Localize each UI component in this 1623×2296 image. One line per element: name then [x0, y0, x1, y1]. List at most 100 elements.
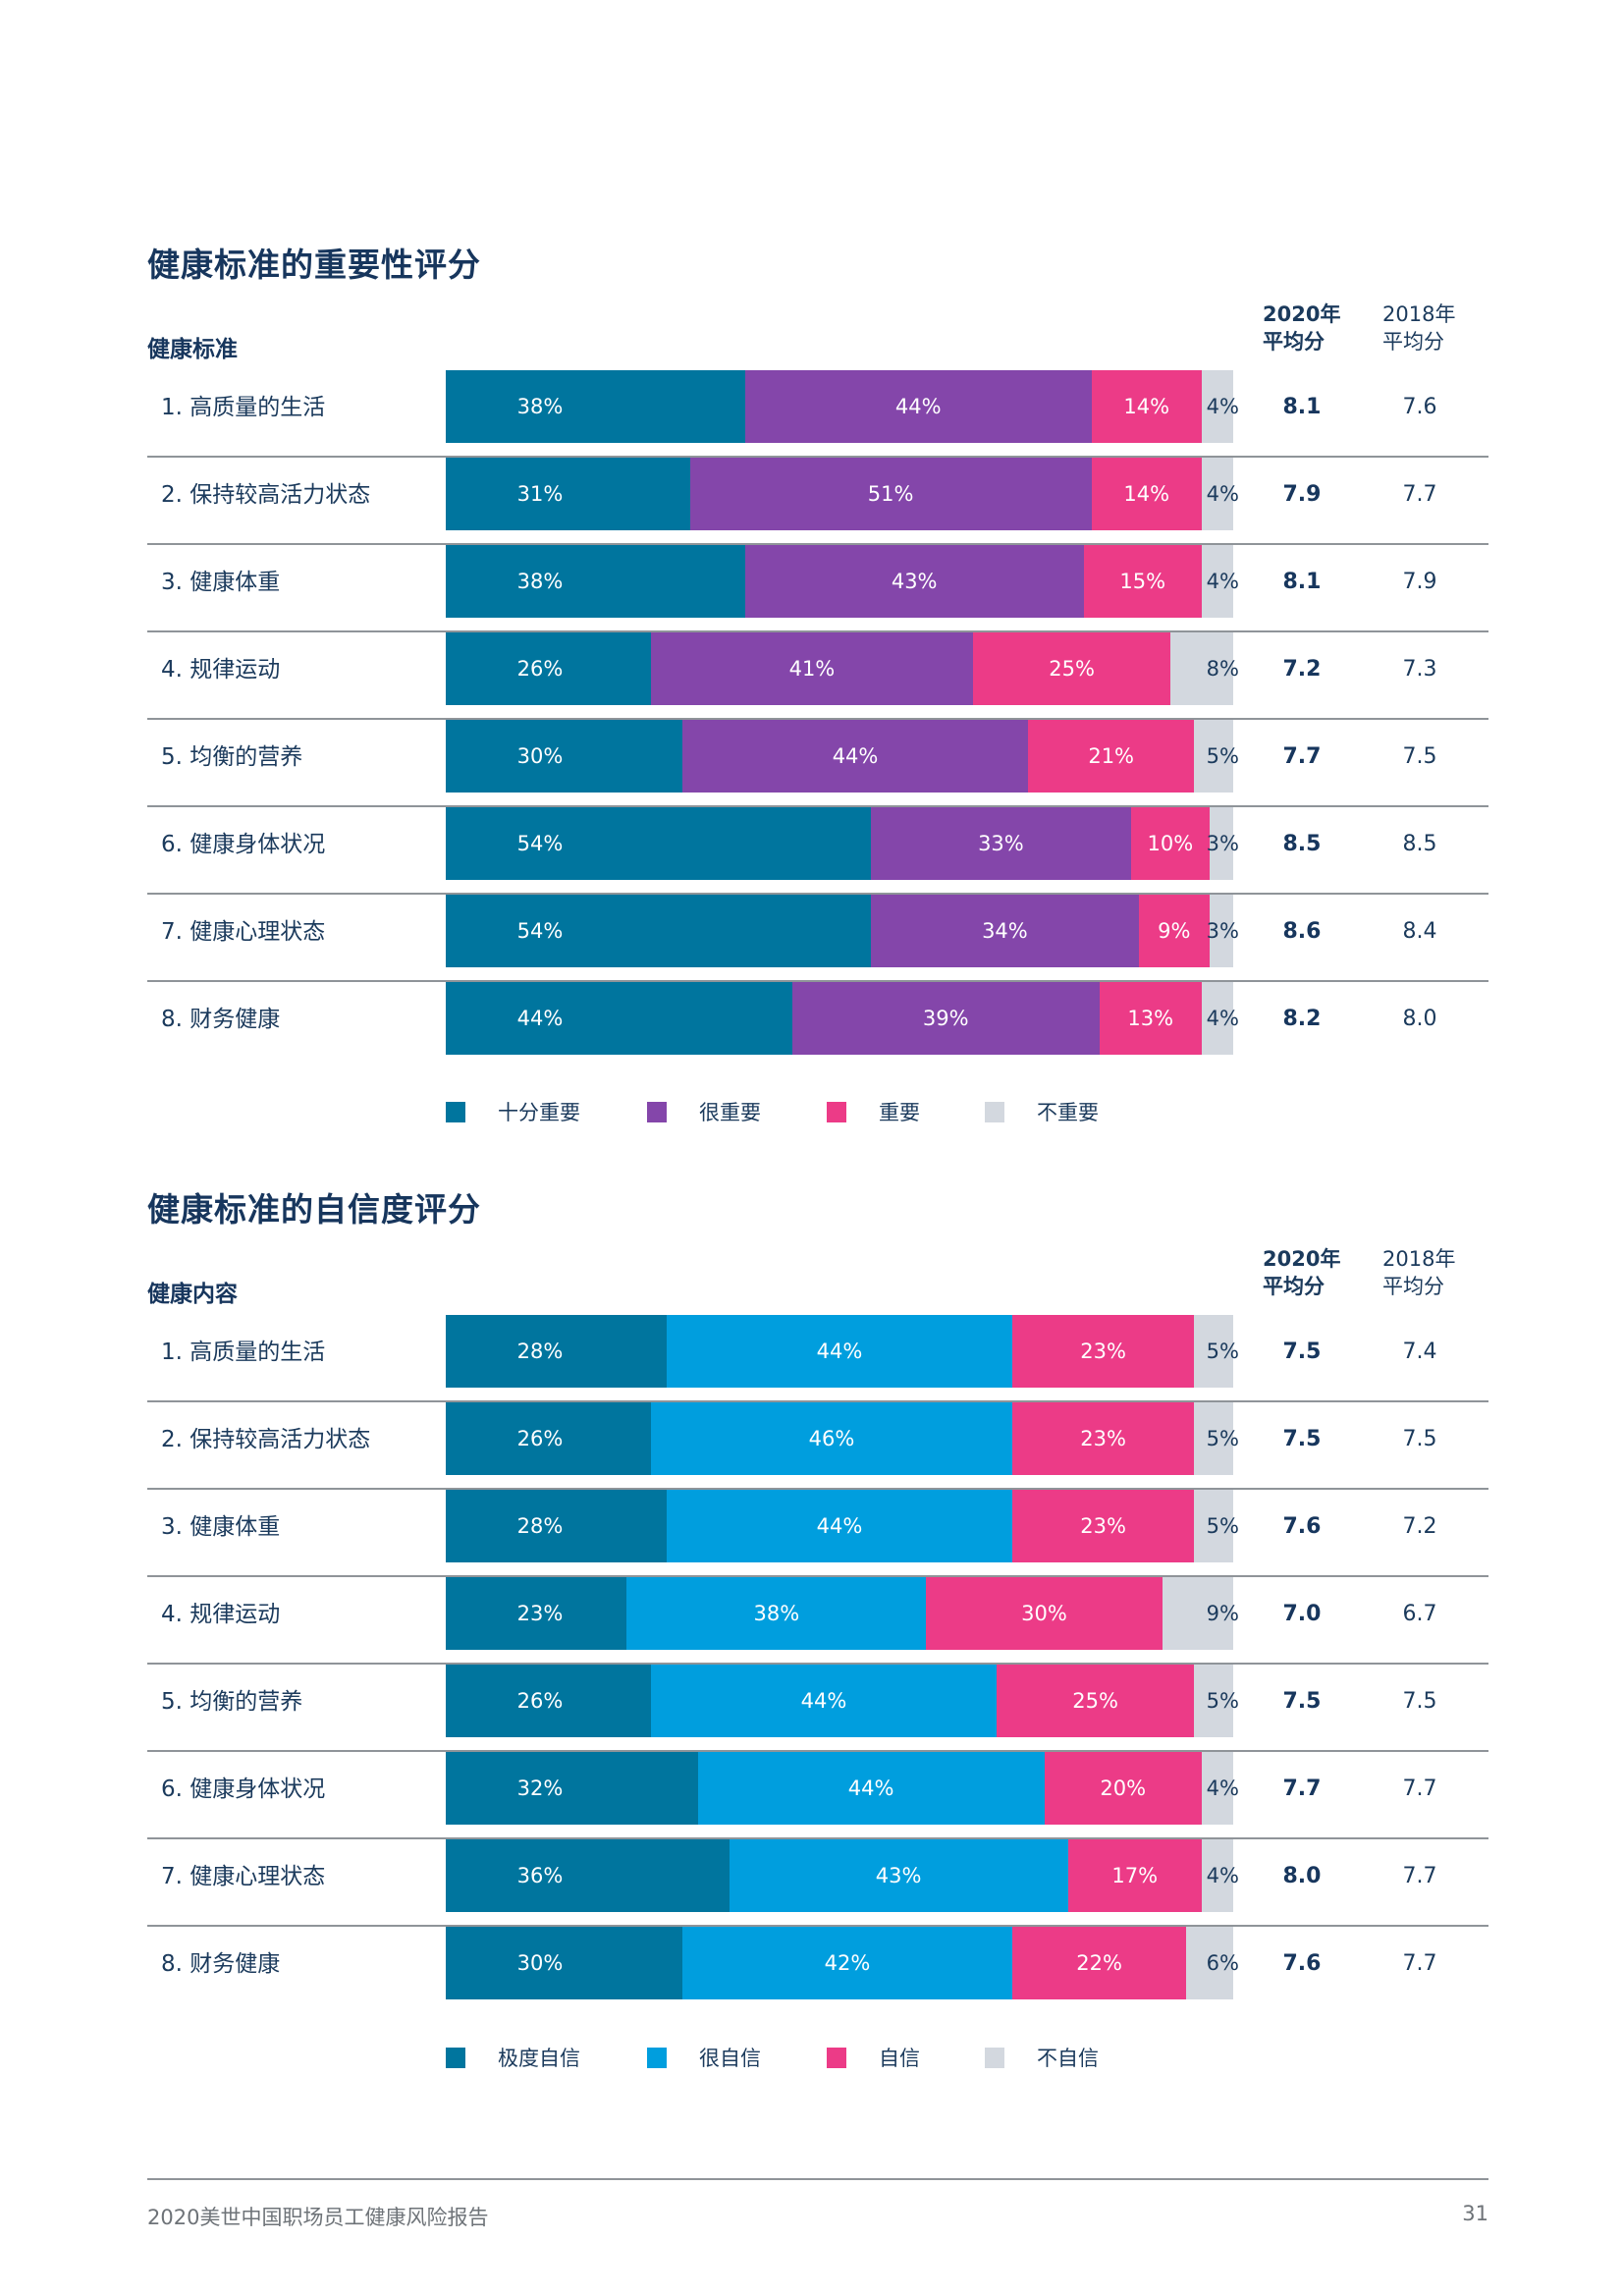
bar-segment: 6%: [1185, 1927, 1239, 1999]
segment-value-label: 42%: [824, 1951, 871, 1975]
table-row: 7. 健康心理状态 36% 43% 17% 4% 8.0 7.7: [147, 1839, 1488, 1927]
segment-value-label: 13%: [1127, 1007, 1174, 1030]
segment-value-label: 54%: [516, 919, 564, 943]
segment-value-label: 21%: [1088, 744, 1135, 768]
bar-segment: 34%: [871, 895, 1139, 967]
legend-item: 不自信: [985, 2043, 1099, 2072]
score-2018: 7.9: [1402, 570, 1437, 594]
bar-segment: 9%: [1162, 1577, 1239, 1650]
segment-value-label: 23%: [1080, 1427, 1126, 1450]
segment-value-label: 26%: [516, 657, 564, 681]
bar-segment: 9%: [1138, 895, 1210, 967]
stacked-bar: 26% 46% 23% 5%: [446, 1402, 1239, 1475]
row-label: 4. 规律运动: [161, 1602, 281, 1627]
segment-value-label: 28%: [516, 1339, 564, 1363]
segment-value-label: 44%: [847, 1777, 894, 1800]
bar-segment: 44%: [446, 982, 792, 1055]
bar-segment: 31%: [446, 458, 690, 530]
bar-segment: 30%: [446, 1927, 682, 1999]
bar-segment: 33%: [871, 807, 1131, 880]
score-2020: 8.2: [1282, 1007, 1322, 1031]
segment-value-label: 34%: [982, 919, 1028, 943]
segment-value-label: 44%: [816, 1514, 863, 1538]
score-2018: 7.5: [1402, 1689, 1437, 1714]
segment-value-label: 17%: [1111, 1864, 1159, 1887]
chart-1-col-2018-header: 2018年 平均分: [1382, 302, 1456, 354]
stacked-bar: 38% 44% 14% 4%: [446, 370, 1239, 443]
segment-value-label: 6%: [1206, 1951, 1239, 1975]
chart-2-rows: 1. 高质量的生活 28% 44% 23% 5% 7.5 7.4 2. 保持较高活力状态 26%…: [147, 1315, 1488, 2014]
score-2018: 7.7: [1402, 482, 1437, 507]
row-label: 3. 健康体重: [161, 570, 281, 595]
segment-value-label: 14%: [1123, 395, 1170, 418]
table-row: 3. 健康体重 28% 44% 23% 5% 7.6 7.2: [147, 1490, 1488, 1577]
bar-segment: 4%: [1201, 370, 1239, 443]
score-2018: 7.2: [1402, 1514, 1437, 1539]
segment-value-label: 5%: [1206, 744, 1239, 768]
segment-value-label: 44%: [832, 744, 879, 768]
segment-value-label: 28%: [516, 1514, 564, 1538]
bar-segment: 14%: [1091, 458, 1202, 530]
row-label: 2. 保持较高活力状态: [161, 482, 371, 508]
chart-2-col-2020-header: 2020年 平均分: [1263, 1247, 1341, 1298]
legend-label: 不自信: [1037, 2047, 1099, 2070]
segment-value-label: 4%: [1206, 395, 1239, 418]
table-row: 6. 健康身体状况 54% 33% 10% 3% 8.5 8.5: [147, 807, 1488, 895]
segment-value-label: 44%: [894, 395, 942, 418]
stacked-bar: 23% 38% 30% 9%: [446, 1577, 1239, 1650]
legend-swatch-icon: [985, 2047, 1004, 2068]
bar-segment: 25%: [997, 1665, 1194, 1737]
row-label: 3. 健康体重: [161, 1514, 281, 1540]
score-2018: 8.4: [1402, 919, 1437, 944]
bar-segment: 51%: [689, 458, 1092, 530]
segment-value-label: 39%: [922, 1007, 969, 1030]
segment-value-label: 54%: [516, 832, 564, 855]
bar-segment: 23%: [446, 1577, 627, 1650]
row-label: 8. 财务健康: [161, 1007, 281, 1032]
table-row: 1. 高质量的生活 38% 44% 14% 4% 8.1 7.6: [147, 370, 1488, 458]
legend-item: 很重要: [647, 1097, 761, 1126]
chart-1-title: 健康标准的重要性评分: [147, 246, 481, 284]
stacked-bar: 30% 44% 21% 5%: [446, 720, 1239, 793]
row-label: 8. 财务健康: [161, 1951, 281, 1977]
score-2018: 7.5: [1402, 744, 1437, 769]
segment-value-label: 38%: [516, 395, 564, 418]
bar-segment: 28%: [446, 1490, 667, 1562]
bar-segment: 13%: [1099, 982, 1202, 1055]
table-row: 5. 均衡的营养 30% 44% 21% 5% 7.7 7.5: [147, 720, 1488, 807]
legend-item: 极度自信: [446, 2043, 580, 2072]
chart-2-title: 健康标准的自信度评分: [147, 1190, 481, 1229]
segment-value-label: 5%: [1206, 1339, 1239, 1363]
score-2020: 7.7: [1282, 1777, 1322, 1801]
segment-value-label: 4%: [1206, 1007, 1239, 1030]
row-label: 5. 均衡的营养: [161, 744, 303, 770]
table-row: 3. 健康体重 38% 43% 15% 4% 8.1 7.9: [147, 545, 1488, 632]
bar-segment: 4%: [1201, 1752, 1239, 1825]
score-2020: 7.6: [1282, 1514, 1322, 1539]
bar-segment: 54%: [446, 895, 872, 967]
score-2018: 7.6: [1402, 395, 1437, 419]
bar-segment: 32%: [446, 1752, 698, 1825]
bar-segment: 38%: [446, 370, 745, 443]
stacked-bar: 44% 39% 13% 4%: [446, 982, 1239, 1055]
score-2018: 7.7: [1402, 1777, 1437, 1801]
segment-value-label: 30%: [516, 1951, 564, 1975]
row-label: 1. 高质量的生活: [161, 1339, 326, 1365]
bar-segment: 5%: [1193, 1665, 1239, 1737]
segment-value-label: 9%: [1206, 1602, 1239, 1625]
legend-label: 十分重要: [498, 1101, 580, 1124]
segment-value-label: 5%: [1206, 1427, 1239, 1450]
segment-value-label: 38%: [516, 570, 564, 593]
bar-segment: 44%: [697, 1752, 1045, 1825]
segment-value-label: 44%: [800, 1689, 847, 1713]
bar-segment: 44%: [744, 370, 1092, 443]
segment-value-label: 25%: [1072, 1689, 1118, 1713]
bar-segment: 43%: [729, 1839, 1068, 1912]
stacked-bar: 26% 41% 25% 8%: [446, 632, 1239, 705]
segment-value-label: 23%: [1080, 1514, 1126, 1538]
segment-value-label: 23%: [516, 1602, 564, 1625]
row-label: 4. 规律运动: [161, 657, 281, 683]
stacked-bar: 54% 34% 9% 3%: [446, 895, 1239, 967]
legend-item: 十分重要: [446, 1097, 580, 1126]
legend-swatch-icon: [446, 1101, 465, 1122]
